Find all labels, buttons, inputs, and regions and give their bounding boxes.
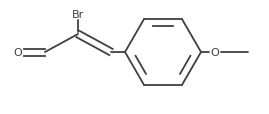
Text: Br: Br — [72, 10, 84, 20]
Text: O: O — [211, 48, 220, 57]
Text: O: O — [14, 48, 22, 57]
